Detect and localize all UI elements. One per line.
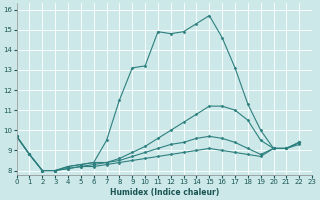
X-axis label: Humidex (Indice chaleur): Humidex (Indice chaleur) <box>110 188 219 197</box>
